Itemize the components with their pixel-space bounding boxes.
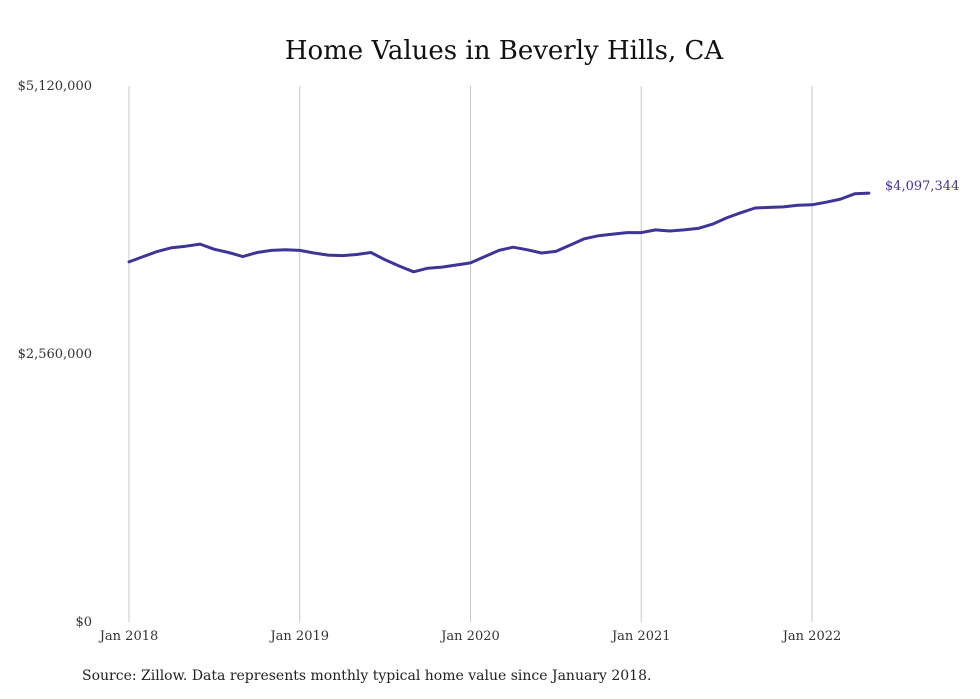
source-note: Source: Zillow. Data represents monthly … (82, 668, 652, 684)
x-tick-label: Jan 2021 (610, 629, 671, 644)
gridlines (128, 86, 813, 622)
y-axis-tick-labels: $0 $2,560,000 $5,120,000 (18, 79, 92, 630)
series-line (127, 191, 871, 274)
y-tick-label: $2,560,000 (18, 347, 92, 362)
x-tick-label: Jan 2020 (439, 629, 500, 644)
x-tick-label: Jan 2022 (781, 629, 842, 644)
end-value-label: $4,097,344 (885, 179, 959, 194)
x-tick-label: Jan 2018 (98, 629, 159, 644)
x-axis-tick-labels: Jan 2018 Jan 2019 Jan 2020 Jan 2021 Jan 2022 (98, 629, 842, 644)
y-tick-label: $5,120,000 (18, 79, 92, 94)
x-tick-label: Jan 2019 (268, 629, 329, 644)
y-tick-label: $0 (75, 615, 92, 630)
chart-title: Home Values in Beverly Hills, CA (285, 36, 725, 66)
